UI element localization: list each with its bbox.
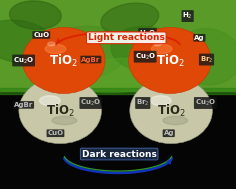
Text: Cu$_2$O: Cu$_2$O xyxy=(135,52,156,62)
Ellipse shape xyxy=(45,44,66,53)
Text: Ag: Ag xyxy=(194,35,205,41)
Text: TiO$_2$: TiO$_2$ xyxy=(49,52,78,69)
Ellipse shape xyxy=(9,1,61,29)
Text: H$_2$: H$_2$ xyxy=(182,11,193,21)
Bar xyxy=(0,0,236,91)
Ellipse shape xyxy=(151,44,172,53)
Ellipse shape xyxy=(101,3,159,35)
Circle shape xyxy=(22,27,105,94)
Text: TiO$_2$: TiO$_2$ xyxy=(46,102,75,119)
Ellipse shape xyxy=(163,116,188,125)
Ellipse shape xyxy=(71,58,165,93)
Text: CuO: CuO xyxy=(33,32,49,38)
Text: TiO$_2$: TiO$_2$ xyxy=(157,102,185,119)
Bar xyxy=(0,91,236,189)
Ellipse shape xyxy=(52,116,77,125)
Text: Dark reactions: Dark reactions xyxy=(82,149,157,159)
Text: Cu$_2$O: Cu$_2$O xyxy=(80,98,101,108)
Text: Light reactions: Light reactions xyxy=(88,33,165,42)
Ellipse shape xyxy=(48,42,55,46)
Circle shape xyxy=(130,77,212,144)
Ellipse shape xyxy=(40,96,60,106)
Ellipse shape xyxy=(154,42,161,46)
Circle shape xyxy=(129,27,211,94)
Ellipse shape xyxy=(0,20,56,63)
Ellipse shape xyxy=(38,26,127,80)
Text: Br$_2$: Br$_2$ xyxy=(200,54,213,65)
Text: Cu$_2$O: Cu$_2$O xyxy=(13,55,34,66)
Text: AgBr: AgBr xyxy=(14,102,33,108)
Text: H$_2$O: H$_2$O xyxy=(139,29,156,39)
Text: Cu$_2$O: Cu$_2$O xyxy=(195,98,216,108)
Ellipse shape xyxy=(111,26,181,72)
Text: TiO$_2$: TiO$_2$ xyxy=(156,52,184,69)
Text: Br$_2$: Br$_2$ xyxy=(136,98,150,108)
Ellipse shape xyxy=(174,29,236,85)
Ellipse shape xyxy=(151,96,171,106)
Circle shape xyxy=(19,77,101,144)
Text: AgBr: AgBr xyxy=(81,57,101,63)
Bar xyxy=(0,88,236,94)
Text: CuO: CuO xyxy=(47,130,63,136)
Text: Ag: Ag xyxy=(164,130,174,136)
